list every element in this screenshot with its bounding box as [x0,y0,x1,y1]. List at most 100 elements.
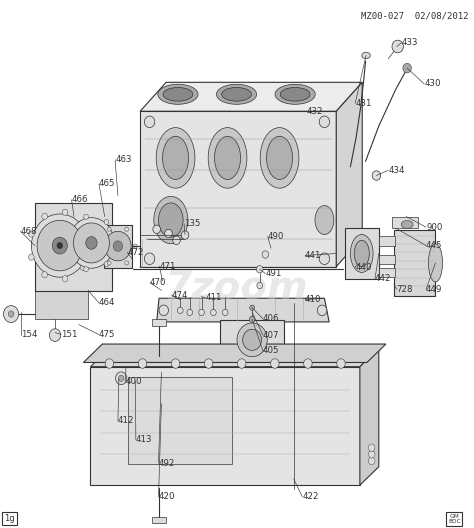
Circle shape [104,261,109,267]
Polygon shape [35,291,88,319]
Circle shape [86,237,97,249]
Circle shape [42,271,47,278]
Circle shape [262,251,269,258]
Circle shape [237,359,246,368]
Circle shape [319,116,329,128]
Circle shape [125,261,128,265]
Bar [379,236,395,246]
Circle shape [210,309,216,316]
Text: 490: 490 [268,232,284,241]
Circle shape [250,305,255,310]
Circle shape [113,240,118,246]
Circle shape [153,225,160,233]
Text: 412: 412 [118,417,135,426]
Circle shape [337,359,345,368]
Ellipse shape [401,221,413,229]
Ellipse shape [275,84,315,105]
Polygon shape [220,320,284,359]
Text: 445: 445 [426,241,443,250]
Circle shape [104,219,109,224]
Circle shape [138,359,147,368]
Circle shape [368,444,375,451]
Polygon shape [35,203,112,291]
Circle shape [67,252,72,257]
Bar [152,319,166,326]
Circle shape [107,227,111,231]
Circle shape [243,329,262,351]
Ellipse shape [315,205,334,234]
Circle shape [187,309,192,316]
Polygon shape [83,344,386,363]
Text: 492: 492 [158,458,175,468]
Text: 135: 135 [184,220,201,229]
Polygon shape [91,366,360,485]
Circle shape [271,359,279,368]
Polygon shape [140,111,336,267]
Ellipse shape [260,128,299,188]
Circle shape [73,223,109,263]
Circle shape [49,329,61,342]
Circle shape [199,309,204,316]
Polygon shape [91,348,379,366]
Polygon shape [104,224,132,268]
Text: 728: 728 [397,285,413,294]
Text: 464: 464 [99,298,116,307]
Ellipse shape [222,88,251,101]
Ellipse shape [428,244,443,282]
Circle shape [67,229,72,234]
Ellipse shape [362,52,370,59]
Text: 422: 422 [302,492,319,501]
Polygon shape [140,82,362,111]
Text: 431: 431 [355,99,372,108]
Polygon shape [156,298,329,322]
Circle shape [222,309,228,316]
Circle shape [87,242,93,249]
Circle shape [177,307,183,314]
Circle shape [118,375,124,381]
Text: 407: 407 [263,331,280,340]
Text: 432: 432 [307,107,323,116]
Text: 900: 900 [426,223,442,232]
Circle shape [62,209,68,215]
Ellipse shape [163,88,193,101]
Text: 463: 463 [115,155,132,164]
Circle shape [3,306,18,323]
Circle shape [37,220,82,271]
Circle shape [368,457,375,465]
Circle shape [159,305,168,316]
Text: 440: 440 [355,262,372,272]
Circle shape [57,242,63,249]
Circle shape [145,116,155,128]
Text: 491: 491 [265,269,282,278]
Circle shape [257,282,263,289]
Circle shape [31,214,88,277]
Text: 413: 413 [136,436,152,445]
Circle shape [164,229,172,238]
Circle shape [173,236,180,244]
Circle shape [145,253,155,265]
Bar [379,268,395,277]
Ellipse shape [350,234,373,272]
Circle shape [99,244,102,248]
Circle shape [8,311,14,317]
Circle shape [304,359,312,368]
Text: 7zoom: 7zoom [165,269,309,307]
Text: 475: 475 [99,330,116,339]
Circle shape [181,231,189,239]
Ellipse shape [158,203,183,237]
Ellipse shape [158,84,198,105]
Text: 466: 466 [72,195,88,204]
Text: 1g: 1g [4,514,15,523]
Polygon shape [394,230,436,296]
Text: 442: 442 [375,274,392,283]
Ellipse shape [154,196,188,244]
Bar [392,216,418,228]
Ellipse shape [354,240,369,267]
Ellipse shape [156,128,195,188]
Text: 472: 472 [128,248,144,257]
Text: 430: 430 [424,79,441,88]
Circle shape [105,359,114,368]
Text: 474: 474 [172,290,188,299]
Circle shape [134,244,137,248]
Text: 468: 468 [20,227,37,236]
